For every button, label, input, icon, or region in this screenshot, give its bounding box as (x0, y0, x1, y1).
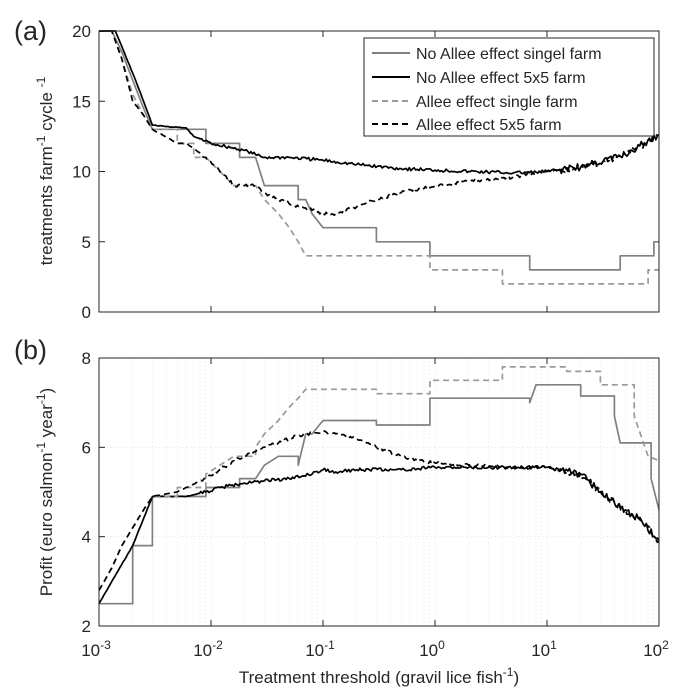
x-tick-label: 10-3 (81, 638, 111, 660)
panel-a-ylabel-sup2: -1 (34, 76, 48, 87)
x-tick-base: 10 (531, 641, 550, 660)
panel-a-ylabel-tail: cycle (37, 87, 56, 135)
legend-entry-0: No Allee effect singel farm (416, 46, 602, 63)
x-tick-exp: 1 (550, 638, 557, 652)
legend-box (363, 37, 655, 137)
series-line-b-3 (98, 430, 660, 591)
series-line-a-1 (99, 30, 660, 175)
panel-b-ylabel-main: Profit (euro salmon (37, 453, 56, 597)
y-tick-label: 15 (72, 92, 91, 111)
panel-b-ylabel-tail: year (37, 404, 56, 442)
series-line-a-2 (99, 30, 659, 285)
series-line-b-2 (98, 366, 660, 591)
x-tick-label: 101 (531, 638, 557, 660)
panel-b-ylabel-end: ) (37, 388, 56, 394)
panel-b-label: (b) (14, 335, 47, 365)
panel-b-ylabel-sup2: -1 (34, 393, 48, 404)
series-line-a-3 (98, 30, 660, 217)
legend: No Allee effect singel farm No Allee eff… (363, 37, 655, 137)
x-tick-label: 102 (643, 638, 669, 660)
series-line-b-1 (98, 464, 660, 605)
panel-b-series (98, 366, 660, 605)
panel-b-grid (98, 357, 659, 627)
x-tick-exp: 2 (662, 638, 669, 652)
panel-a-ticks: 0 5 10 15 20 (72, 22, 660, 322)
x-tick-label: 10-2 (193, 638, 223, 660)
y-tick-label: 5 (82, 233, 91, 252)
x-tick-label: 10-1 (305, 638, 335, 660)
x-tick-exp: -3 (100, 638, 111, 652)
panel-b-ylabel-sup: -1 (34, 442, 48, 453)
x-tick-base: 10 (81, 641, 100, 660)
x-axis-label: Treatment threshold (gravil lice fish-1) (239, 665, 519, 687)
x-tick-base: 10 (643, 641, 662, 660)
x-tick-base: 10 (305, 641, 324, 660)
y-tick-label: 4 (82, 528, 91, 547)
legend-entry-1: No Allee effect 5x5 farm (416, 70, 586, 87)
x-tick-exp: 0 (438, 638, 445, 652)
y-tick-label: 6 (82, 438, 91, 457)
y-tick-label: 8 (82, 349, 91, 368)
panel-a-ylabel-sup: -1 (34, 135, 48, 146)
y-tick-label: 20 (72, 22, 91, 41)
panel-b-axes-box (98, 357, 660, 627)
xlabel-tail: ) (513, 668, 519, 687)
panel-a-ylabel-main: treatments farm (37, 146, 56, 265)
legend-entry-3: Allee effect 5x5 farm (416, 117, 562, 134)
xlabel-main: Treatment threshold (gravil lice fish (239, 668, 503, 687)
panel-a-label: (a) (14, 16, 47, 46)
panel-a-series (98, 30, 660, 285)
y-tick-label: 10 (72, 163, 91, 182)
x-tick-base: 10 (193, 641, 212, 660)
x-tick-label: 100 (419, 638, 445, 660)
x-tick-exp: -2 (212, 638, 223, 652)
y-tick-label: 0 (82, 303, 91, 322)
panel-a-y-axis-label: treatments farm-1 cycle -1 (34, 76, 56, 265)
x-tick-base: 10 (419, 641, 438, 660)
x-tick-exp: -1 (324, 638, 335, 652)
xlabel-sup: -1 (503, 665, 514, 679)
panel-b-y-axis-label: Profit (euro salmon-1 year-1) (34, 388, 56, 596)
series-line-b-0 (99, 383, 660, 605)
y-tick-label: 2 (82, 617, 91, 636)
legend-entry-2: Allee effect single farm (416, 94, 578, 111)
